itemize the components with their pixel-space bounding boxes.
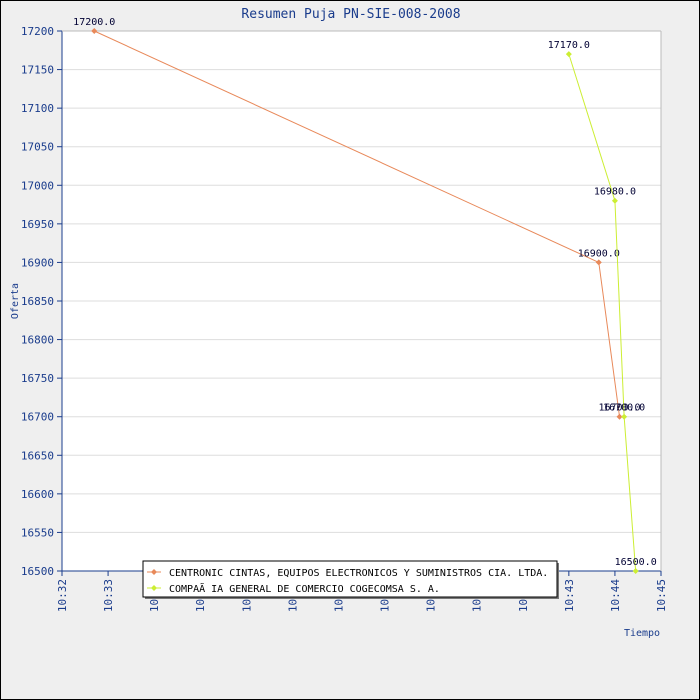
series-line	[568, 53, 637, 572]
y-tick-label: 16700	[21, 411, 54, 424]
legend-entry: CENTRONIC CINTAS, EQUIPOS ELECTRONICOS Y…	[169, 568, 548, 579]
legend-box	[142, 560, 558, 598]
legend-swatch-marker	[151, 585, 157, 591]
chart-title: Resumen Puja PN-SIE-008-2008	[241, 7, 460, 22]
y-tick-label: 17200	[21, 25, 54, 38]
y-tick-label: 17150	[21, 64, 54, 77]
data-point	[91, 28, 98, 34]
y-tick-label: 16550	[21, 526, 54, 539]
y-tick-label: 17100	[21, 102, 54, 115]
y-tick-label: 16650	[21, 449, 54, 462]
y-tick-label: 16600	[21, 488, 54, 501]
y-tick-label: 16500	[21, 565, 54, 578]
x-tick-label: 10:33	[102, 579, 115, 612]
y-tick-label: 16900	[21, 256, 54, 269]
y-tick-label: 16950	[21, 218, 54, 231]
x-tick-label: 10:43	[563, 579, 576, 612]
data-point	[632, 568, 639, 574]
y-tick-label: 16750	[21, 372, 54, 385]
y-tick-label: 17050	[21, 141, 54, 154]
x-tick-label: 10:44	[609, 579, 622, 612]
data-label: 16700.0	[598, 403, 640, 414]
plot-area: 16500 16550 16600 16650 16700 16750 16800 16850…	[21, 17, 668, 612]
data-point	[565, 51, 572, 58]
legend-entry: COMPAÃ IA GENERAL DE COMERCIO COGECOMSA …	[169, 582, 440, 595]
data-point	[611, 197, 618, 204]
y-tick-label: 16850	[21, 295, 54, 308]
data-point	[621, 413, 628, 420]
x-tick-label: 10:45	[655, 579, 668, 612]
data-point	[595, 259, 602, 266]
data-label: 16900.0	[578, 248, 620, 259]
data-label: 17170.0	[548, 40, 590, 51]
data-point	[616, 413, 623, 420]
legend-swatch-marker	[151, 569, 157, 575]
data-label: 17200.0	[73, 17, 115, 28]
legend: CENTRONIC CINTAS, EQUIPOS ELECTRONICOS Y…	[142, 560, 559, 599]
data-label: 16700.0	[603, 403, 645, 414]
data-label: 16980.0	[594, 187, 636, 198]
y-axis-label: Oferta	[10, 283, 21, 319]
data-label: 16500.0	[615, 557, 657, 568]
y-tick-label: 16800	[21, 334, 54, 347]
x-tick-label: 10:32	[56, 579, 69, 612]
y-tick-label: 17000	[21, 179, 54, 192]
x-axis-label: Tiempo	[624, 628, 660, 639]
